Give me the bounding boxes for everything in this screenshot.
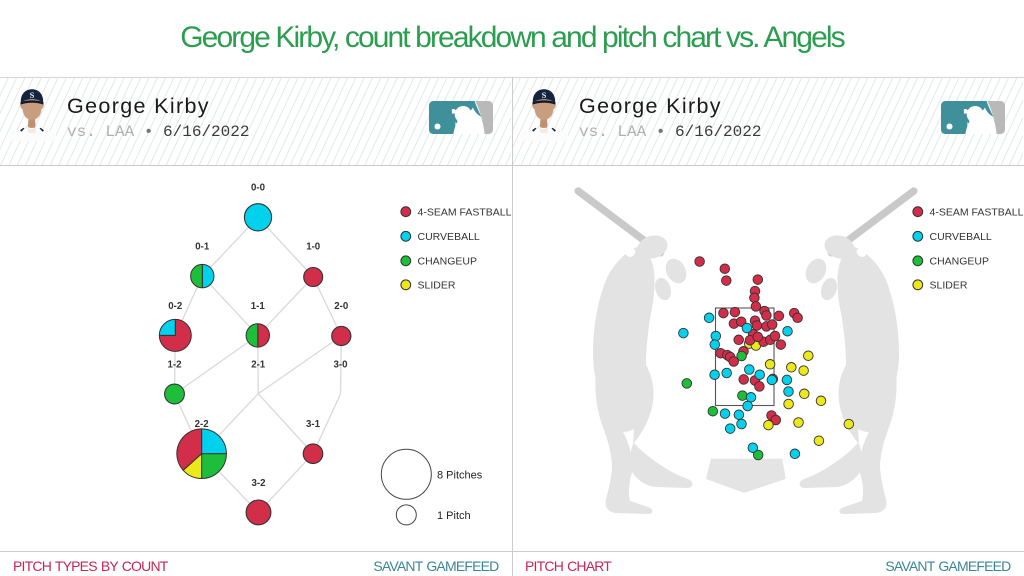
svg-text:2-0: 2-0 — [334, 301, 348, 312]
svg-text:2-2: 2-2 — [195, 419, 209, 430]
svg-text:3-2: 3-2 — [251, 478, 265, 489]
svg-text:3-0: 3-0 — [333, 359, 347, 370]
svg-text:1-0: 1-0 — [306, 242, 320, 253]
svg-text:0-1: 0-1 — [195, 242, 210, 253]
svg-text:2-1: 2-1 — [251, 359, 266, 370]
svg-text:S: S — [30, 90, 35, 100]
svg-text:CURVEBALL: CURVEBALL — [930, 231, 992, 243]
svg-text:3-1: 3-1 — [306, 419, 321, 430]
svg-text:4-SEAM FASTBALL: 4-SEAM FASTBALL — [930, 206, 1024, 218]
svg-text:CURVEBALL: CURVEBALL — [418, 231, 480, 243]
svg-text:4-SEAM FASTBALL: 4-SEAM FASTBALL — [418, 206, 512, 218]
svg-text:0-2: 0-2 — [168, 301, 182, 312]
svg-text:CHANGEUP: CHANGEUP — [930, 255, 990, 267]
svg-text:SLIDER: SLIDER — [930, 279, 968, 291]
svg-text:0-0: 0-0 — [251, 183, 265, 194]
svg-text:1 Pitch: 1 Pitch — [437, 510, 471, 522]
svg-text:1-1: 1-1 — [251, 301, 266, 312]
svg-text:S: S — [542, 90, 547, 100]
svg-text:SLIDER: SLIDER — [418, 279, 456, 291]
svg-text:1-2: 1-2 — [167, 359, 181, 370]
svg-text:8 Pitches: 8 Pitches — [437, 469, 483, 481]
svg-text:CHANGEUP: CHANGEUP — [418, 255, 478, 267]
